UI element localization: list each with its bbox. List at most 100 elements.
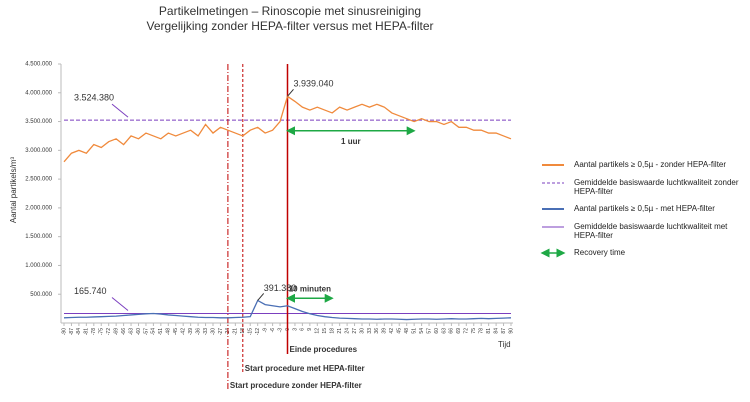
y-axis-label: Aantal partikels/m³ — [9, 157, 18, 224]
x-tick-label: 90 — [508, 328, 514, 334]
x-tick-label: -84 — [76, 328, 82, 335]
x-tick-label: -78 — [91, 328, 97, 335]
reference-leader — [111, 297, 129, 311]
x-tick-label: 69 — [456, 328, 462, 334]
y-tick-label: 2.000.000 — [25, 205, 52, 211]
x-tick-label: 72 — [464, 328, 470, 334]
x-tick-label: -39 — [188, 328, 194, 335]
x-tick-label: 30 — [359, 328, 365, 334]
reference-leader — [111, 103, 129, 118]
x-tick-label: 12 — [315, 328, 321, 334]
reference-label: 3.524.380 — [74, 93, 114, 103]
legend-label: Aantal partikels ≥ 0,5µ - zonder HEPA-fi… — [574, 160, 727, 169]
x-tick-label: -30 — [210, 328, 216, 335]
x-tick-label: -27 — [218, 328, 224, 335]
x-tick-label: -42 — [181, 328, 187, 335]
x-tick-label: -15 — [248, 328, 254, 335]
y-tick-label: 1.000.000 — [25, 263, 52, 269]
x-tick-label: -63 — [128, 328, 134, 335]
x-tick-label: 45 — [397, 328, 403, 334]
x-tick-label: -87 — [69, 328, 75, 335]
reference-label: 165.740 — [74, 286, 107, 296]
x-tick-label: 57 — [426, 328, 432, 334]
x-tick-label: 78 — [479, 328, 485, 334]
legend-item: Recovery time — [540, 248, 750, 258]
x-tick-label: 27 — [352, 328, 358, 334]
x-tick-label: -54 — [151, 328, 157, 335]
legend-item: Gemiddelde basiswaarde luchtkwaliteit zo… — [540, 178, 750, 196]
x-tick-label: -36 — [195, 328, 201, 335]
legend-label: Aantal partikels ≥ 0,5µ - met HEPA-filte… — [574, 204, 715, 213]
legend-item: Aantal partikels ≥ 0,5µ - met HEPA-filte… — [540, 204, 750, 214]
x-tick-label: -51 — [158, 328, 164, 335]
x-tick-label: 21 — [337, 328, 343, 334]
x-tick-label: 42 — [389, 328, 395, 334]
x-tick-label: 51 — [411, 328, 417, 334]
legend: Aantal partikels ≥ 0,5µ - zonder HEPA-fi… — [540, 160, 750, 266]
x-tick-label: 6 — [300, 328, 306, 331]
x-tick-label: 63 — [441, 328, 447, 334]
chart-title: Partikelmetingen – Rinoscopie met sinusr… — [159, 4, 421, 18]
legend-swatch — [542, 182, 564, 184]
y-tick-label: 2.500.000 — [25, 177, 52, 183]
x-tick-label: 84 — [493, 328, 499, 334]
x-tick-label: 3 — [292, 328, 298, 331]
x-tick-label: -72 — [106, 328, 112, 335]
legend-swatch — [542, 226, 564, 228]
y-tick-label: 1.500.000 — [25, 234, 52, 240]
x-tick-label: 18 — [330, 328, 336, 334]
x-tick-label: 24 — [344, 328, 350, 334]
x-tick-label: -60 — [136, 328, 142, 335]
x-tick-label: -75 — [99, 328, 105, 335]
x-tick-label: -12 — [255, 328, 261, 335]
x-tick-label: -48 — [166, 328, 172, 335]
event-label: Einde procedures — [290, 345, 358, 354]
recovery-label: 10 minuten — [289, 284, 331, 293]
legend-item: Aantal partikels ≥ 0,5µ - zonder HEPA-fi… — [540, 160, 750, 170]
annotation: 3.939.040 — [294, 79, 334, 89]
x-tick-label: 9 — [307, 328, 313, 331]
x-tick-label: -45 — [173, 328, 179, 335]
x-tick-label: 15 — [322, 328, 328, 334]
x-tick-label: -3 — [277, 328, 283, 333]
y-tick-label: 4.500.000 — [25, 62, 52, 68]
annotation: 391.380 — [264, 283, 297, 293]
y-tick-label: 500.000 — [30, 292, 52, 298]
x-tick-label: 54 — [419, 328, 425, 334]
x-tick-label: 36 — [374, 328, 380, 334]
series-line — [63, 299, 512, 321]
legend-swatch — [542, 208, 564, 210]
event-label: Start procedure met HEPA-filter — [245, 364, 365, 373]
x-tick-label: -21 — [233, 328, 239, 335]
x-tick-label: 87 — [501, 328, 507, 334]
x-tick-label: 66 — [449, 328, 455, 334]
annotation-leader — [287, 88, 294, 97]
x-tick-label: 75 — [471, 328, 477, 334]
x-tick-label: 33 — [367, 328, 373, 334]
chart-subtitle: Vergelijking zonder HEPA-filter versus m… — [147, 19, 434, 33]
series-line — [63, 95, 512, 163]
recovery-label: 1 uur — [341, 137, 361, 146]
x-tick-label: -69 — [113, 328, 119, 335]
x-tick-label: -66 — [121, 328, 127, 335]
x-tick-label: 81 — [486, 328, 492, 334]
x-tick-label: -90 — [61, 328, 67, 335]
x-tick-label: -81 — [84, 328, 90, 335]
legend-item: Gemiddelde basiswaarde luchtkwaliteit me… — [540, 222, 750, 240]
x-tick-label: 48 — [404, 328, 410, 334]
y-tick-label: 3.000.000 — [25, 148, 52, 154]
legend-label: Recovery time — [574, 248, 626, 257]
legend-label: Gemiddelde basiswaarde luchtkwaliteit zo… — [574, 178, 739, 196]
y-tick-label: 3.500.000 — [25, 119, 52, 125]
x-tick-label: -57 — [143, 328, 149, 335]
y-tick-label: 4.000.000 — [25, 90, 52, 96]
x-tick-label: -6 — [270, 328, 276, 333]
x-axis-label: Tijd — [498, 340, 511, 349]
legend-swatch — [540, 248, 566, 258]
legend-label: Gemiddelde basiswaarde luchtkwaliteit me… — [574, 222, 728, 240]
x-tick-label: 39 — [382, 328, 388, 334]
x-tick-label: -9 — [262, 328, 268, 333]
event-label: Start procedure zonder HEPA-filter — [230, 381, 362, 390]
